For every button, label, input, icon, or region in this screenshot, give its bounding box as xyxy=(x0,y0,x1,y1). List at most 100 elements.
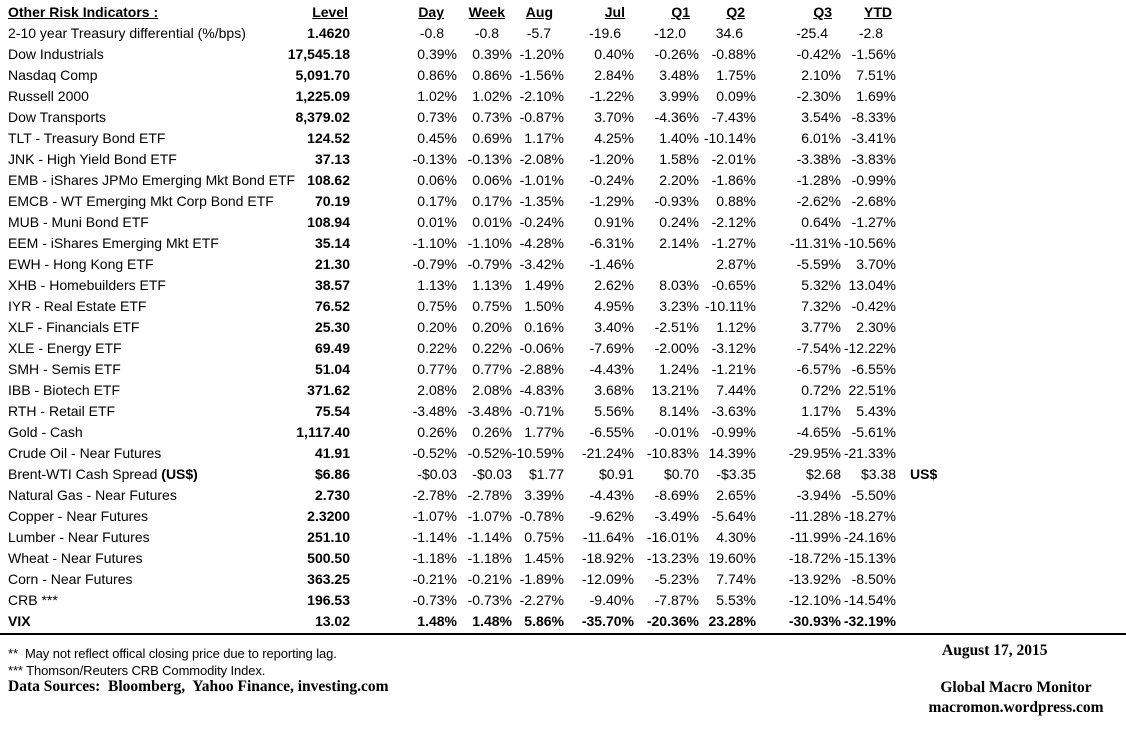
table-row: MUB - Muni Bond ETF 108.94 0.01% 0.01% -0.24… xyxy=(0,212,1126,233)
cell-q2: -10.11% xyxy=(704,298,756,314)
cell-aug: -1.89% xyxy=(519,571,564,587)
cell-week: 0.01% xyxy=(472,214,512,230)
row-label: 2-10 year Treasury differential (%/bps) xyxy=(8,25,246,41)
cell-ytd: 7.51% xyxy=(856,67,896,83)
cell-week: 0.73% xyxy=(472,109,512,125)
cell-day: 2.08% xyxy=(417,382,457,398)
cell-ytd: -24.16% xyxy=(843,529,896,545)
cell-ytd: -1.56% xyxy=(851,46,896,62)
cell-level: 1,117.40 xyxy=(296,424,350,440)
cell-q2: -1.86% xyxy=(711,172,756,188)
cell-day: 0.17% xyxy=(417,193,457,209)
table-row: Copper - Near Futures 2.3200 -1.07% -1.07% -… xyxy=(0,506,1126,527)
cell-q2: -3.12% xyxy=(711,340,756,356)
row-note xyxy=(897,254,1126,275)
row-label: XHB - Homebuilders ETF xyxy=(8,277,166,293)
cell-q2: 14.39% xyxy=(708,445,756,461)
cell-q3: -11.28% xyxy=(789,508,841,524)
cell-day: -0.8 xyxy=(419,25,444,41)
cell-q1: -16.01% xyxy=(646,529,699,545)
cell-day: 0.45% xyxy=(417,130,457,146)
row-note xyxy=(897,65,1126,86)
cell-ytd: 2.30% xyxy=(856,319,896,335)
cell-q3: -30.93% xyxy=(788,613,841,629)
cell-day: 0.86% xyxy=(417,67,457,83)
cell-ytd: 13.04% xyxy=(848,277,896,293)
col-header-q2: Q2 xyxy=(726,4,745,20)
cell-week: -0.21% xyxy=(467,571,512,587)
cell-q3: -29.95% xyxy=(788,445,841,461)
cell-day: -0.13% xyxy=(412,151,457,167)
cell-q1: -12.0 xyxy=(654,25,686,41)
cell-q3: -18.72% xyxy=(788,550,841,566)
row-label: EMCB - WT Emerging Mkt Corp Bond ETF xyxy=(8,193,274,209)
cell-day: -1.18% xyxy=(412,550,457,566)
cell-jul: -1.46% xyxy=(589,256,634,272)
row-note xyxy=(897,359,1126,380)
cell-week: 0.39% xyxy=(472,46,512,62)
row-label: Dow Transports xyxy=(8,109,107,125)
row-label: Dow Industrials xyxy=(8,46,104,62)
cell-day: -2.78% xyxy=(412,487,457,503)
row-label: XLE - Energy ETF xyxy=(8,340,122,356)
cell-jul: -35.70% xyxy=(581,613,634,629)
col-header-day: Day xyxy=(418,4,444,20)
row-note xyxy=(897,191,1126,212)
cell-level: 13.02 xyxy=(314,613,350,629)
row-label: Russell 2000 xyxy=(8,88,89,104)
cell-week: -0.52% xyxy=(467,445,512,461)
cell-ytd: -2.68% xyxy=(851,193,896,209)
cell-day: 0.20% xyxy=(417,319,457,335)
cell-level: $6.86 xyxy=(314,466,350,482)
cell-day: 1.02% xyxy=(417,88,457,104)
cell-q1: -0.01% xyxy=(654,424,699,440)
row-note xyxy=(897,233,1126,254)
table-row: Dow Industrials 17,545.18 0.39% 0.39% -1.20%… xyxy=(0,44,1126,65)
cell-aug: -0.78% xyxy=(519,508,564,524)
table-row: VIX 13.02 1.48% 1.48% 5.86% -35.70% -20.36% 23.… xyxy=(0,611,1126,632)
cell-aug: 0.75% xyxy=(524,529,564,545)
row-label: EMB - iShares JPMo Emerging Mkt Bond ETF xyxy=(8,172,296,188)
cell-aug: -0.24% xyxy=(519,214,564,230)
row-note xyxy=(897,128,1126,149)
cell-week: -0.8 xyxy=(474,25,499,41)
cell-q2: 7.74% xyxy=(716,571,756,587)
report-date: August 17, 2015 xyxy=(942,642,1048,659)
row-note xyxy=(897,590,1126,611)
table-row: EMB - iShares JPMo Emerging Mkt Bond ETF… xyxy=(0,170,1126,191)
cell-q2: 2.87% xyxy=(716,256,756,272)
cell-aug: -0.06% xyxy=(519,340,564,356)
cell-q3: -2.62% xyxy=(796,193,841,209)
divider-line xyxy=(0,633,1126,635)
cell-aug: -3.42% xyxy=(519,256,564,272)
cell-q3: 5.32% xyxy=(801,277,841,293)
cell-level: 51.04 xyxy=(314,361,350,377)
table-row: SMH - Semis ETF 51.04 0.77% 0.77% -2.88% -4.4… xyxy=(0,359,1126,380)
cell-q3: 1.17% xyxy=(801,403,841,419)
table-row: Russell 2000 1,225.09 1.02% 1.02% -2.10% -1.2… xyxy=(0,86,1126,107)
cell-level: 108.62 xyxy=(307,172,350,188)
cell-level: 2.730 xyxy=(314,487,350,503)
row-label: Copper - Near Futures xyxy=(8,508,149,524)
cell-ytd: -5.61% xyxy=(851,424,896,440)
cell-q3: 0.64% xyxy=(801,214,841,230)
cell-level: 76.52 xyxy=(314,298,350,314)
cell-q1: 8.14% xyxy=(659,403,699,419)
row-note xyxy=(897,380,1126,401)
row-label: Corn - Near Futures xyxy=(8,571,133,587)
col-header-q1: Q1 xyxy=(671,4,690,20)
cell-level: 8,379.02 xyxy=(295,109,351,125)
col-header-ytd: YTD xyxy=(864,4,892,20)
cell-q2: -3.63% xyxy=(711,403,756,419)
cell-ytd: -3.83% xyxy=(851,151,896,167)
cell-ytd: -32.19% xyxy=(843,613,896,629)
cell-q1: -5.23% xyxy=(654,571,699,587)
cell-level: 196.53 xyxy=(307,592,350,608)
cell-day: 0.01% xyxy=(417,214,457,230)
cell-week: -1.18% xyxy=(467,550,512,566)
row-note xyxy=(897,44,1126,65)
attribution: Global Macro Monitor macromon.wordpress.… xyxy=(916,678,1116,718)
col-header-indicators: Other Risk Indicators : xyxy=(8,4,159,20)
cell-q2: -2.12% xyxy=(711,214,756,230)
cell-jul: -4.43% xyxy=(589,487,634,503)
